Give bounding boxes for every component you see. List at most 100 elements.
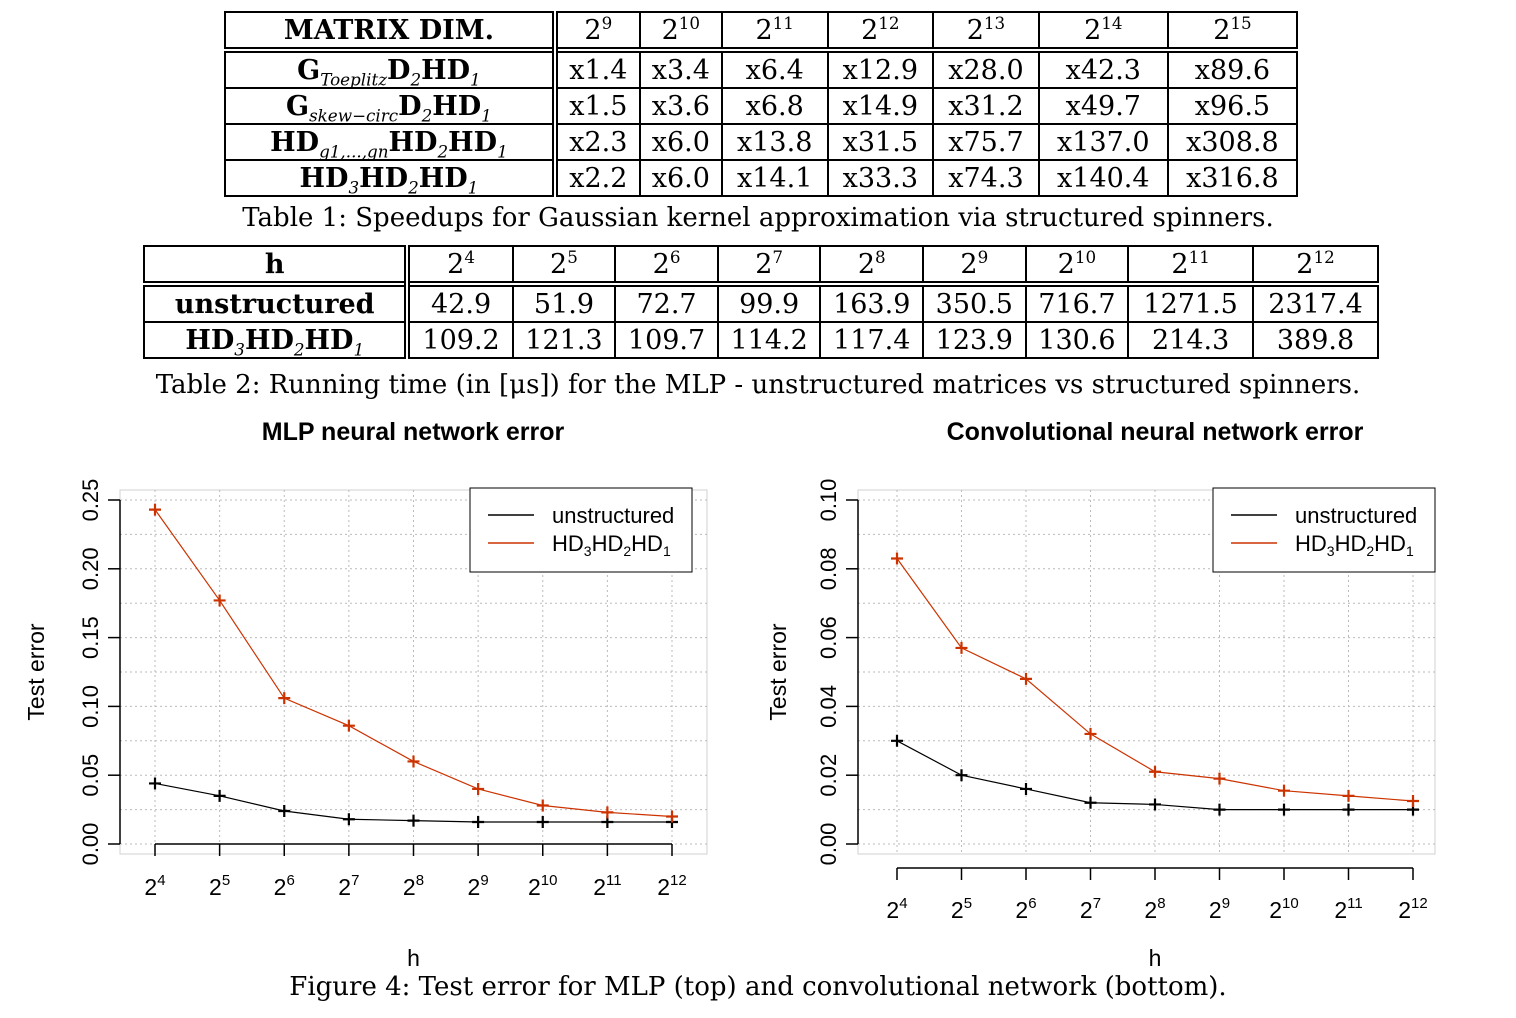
table1-cell: x31.2	[932, 87, 1040, 125]
table2-cell: 42.9	[406, 281, 514, 323]
table2-cell: 114.2	[716, 321, 822, 359]
data-point	[1278, 784, 1290, 797]
table1-header-label: MATRIX DIM.	[224, 11, 558, 51]
cnn-error-chart: Convolutional neural network error 0.00 0.…	[765, 418, 1436, 970]
table1-column-header: 215	[1166, 11, 1299, 51]
data-point	[1020, 672, 1032, 685]
x-tick-label: 24	[886, 895, 907, 923]
table2-column-header: 27	[716, 245, 822, 285]
table1-cell: x2.3	[553, 123, 641, 161]
table2-cell: 2317.4	[1252, 281, 1379, 323]
table2-row-label: unstructured	[142, 281, 411, 323]
table1-cell: x316.8	[1166, 159, 1299, 197]
legend-label: HD3HD2HD1	[552, 531, 671, 559]
table1-header-row: MATRIX DIM. 29 210 211 212 213 214 215	[224, 11, 1299, 51]
series-hd3hd2hd1	[891, 552, 1419, 807]
table2-column-header: 212	[1252, 245, 1379, 285]
y-tick-label: 0.06	[816, 616, 841, 659]
data-point	[342, 719, 355, 732]
table1-cell: x33.3	[826, 159, 935, 197]
data-point	[278, 804, 291, 817]
table2-caption: Table 2: Running time (in [μs]) for the …	[155, 370, 1361, 400]
x-tick-label: 29	[1209, 895, 1230, 923]
table1-row-label: Gskew−circD2HD1	[224, 87, 558, 125]
running-time-table: h 24 25 26 27 28 29 210 211 212 unstructured 42.9 51…	[142, 245, 1379, 359]
table2-cell: 389.8	[1252, 321, 1379, 359]
x-tick-label: 25	[209, 872, 230, 900]
table2-row: HD3HD2HD1 109.2 121.3 109.7 114.2 117.4 123.9 1…	[142, 321, 1379, 359]
data-point	[213, 594, 226, 607]
data-point	[1278, 803, 1290, 816]
table2-cell: 716.7	[1024, 281, 1130, 323]
x-tick-label: 28	[1144, 895, 1165, 923]
table1-cell: x6.4	[720, 47, 829, 89]
table2-cell: 123.9	[922, 321, 1027, 359]
table1-cell: x3.4	[638, 47, 723, 89]
table1-cell: x14.9	[826, 87, 935, 125]
x-tick-label: 212	[1398, 895, 1427, 923]
table1-row: GToeplitzD2HD1 x1.4 x3.4 x6.4 x12.9 x28.0 x42.…	[224, 47, 1299, 89]
table1-cell: x137.0	[1037, 123, 1169, 161]
data-point	[472, 815, 485, 828]
table2-cell: 163.9	[819, 281, 925, 323]
series-unstructured	[149, 777, 678, 828]
table2-header-row: h 24 25 26 27 28 29 210 211 212	[142, 245, 1379, 285]
table1-cell: x6.0	[638, 159, 723, 197]
table2-cell: 214.3	[1127, 321, 1255, 359]
data-point	[1149, 798, 1161, 811]
series-unstructured	[891, 734, 1419, 816]
y-tick-label: 0.10	[78, 685, 103, 728]
table2-column-header: 211	[1127, 245, 1255, 285]
table2-cell: 350.5	[922, 281, 1027, 323]
mlp-error-chart: MLP neural network error 0.00 0.05 0.10 0.15…	[23, 418, 708, 970]
table1-cell: x13.8	[720, 123, 829, 161]
data-point	[1084, 727, 1097, 740]
table1-cell: x74.3	[932, 159, 1040, 197]
data-point	[536, 799, 549, 812]
y-tick-label: 0.02	[816, 754, 841, 797]
table2-column-header: 28	[819, 245, 925, 285]
x-tick-label: 27	[1080, 895, 1101, 923]
x-tick-label: 29	[468, 872, 489, 900]
table2-cell: 109.2	[406, 321, 514, 359]
table1-cell: x3.6	[638, 87, 723, 125]
table1-cell: x96.5	[1166, 87, 1299, 125]
table2-cell: 130.6	[1024, 321, 1130, 359]
table2-header-label: h	[142, 245, 411, 285]
table1-cell: x28.0	[932, 47, 1040, 89]
speedup-table: MATRIX DIM. 29 210 211 212 213 214 215 GToeplitz…	[224, 11, 1299, 197]
table1-row: Gskew−circD2HD1 x1.5 x3.6 x6.8 x14.9 x31.2 x49…	[224, 87, 1299, 125]
table2-column-header: 25	[511, 245, 617, 285]
y-tick-label: 0.05	[78, 754, 103, 797]
x-tick-label: 210	[1269, 895, 1298, 923]
table1-row: HDg1,...,gnHD2HD1 x2.3 x6.0 x13.8 x31.5 x75.7…	[224, 123, 1299, 161]
series-line	[896, 558, 1414, 802]
data-point	[342, 813, 355, 826]
table1-column-header: 214	[1037, 11, 1169, 51]
data-point	[1149, 765, 1161, 778]
table1-cell: x6.0	[638, 123, 723, 161]
table1-column-header: 212	[826, 11, 935, 51]
x-tick-label: 24	[144, 872, 165, 900]
data-point	[1213, 803, 1226, 816]
y-tick-label: 0.20	[78, 547, 103, 590]
table1-cell: x75.7	[932, 123, 1040, 161]
y-tick-label: 0.10	[816, 479, 841, 522]
y-axis-label: Test error	[765, 623, 791, 720]
table2-column-header: 29	[922, 245, 1027, 285]
data-point	[1342, 789, 1355, 802]
table1-cell: x1.5	[553, 87, 641, 125]
data-point	[149, 503, 161, 516]
x-tick-label: 212	[657, 872, 686, 900]
data-point	[407, 814, 420, 827]
table2-column-header: 24	[406, 245, 514, 285]
table1-column-header: 210	[638, 11, 723, 51]
data-point	[601, 806, 614, 819]
table2-column-header: 210	[1024, 245, 1130, 285]
data-point	[149, 777, 161, 790]
y-tick-label: 0.08	[816, 547, 841, 590]
x-tick-label: 28	[403, 872, 424, 900]
table2-column-header: 26	[614, 245, 719, 285]
table1-cell: x89.6	[1166, 47, 1299, 89]
data-point	[213, 789, 226, 802]
